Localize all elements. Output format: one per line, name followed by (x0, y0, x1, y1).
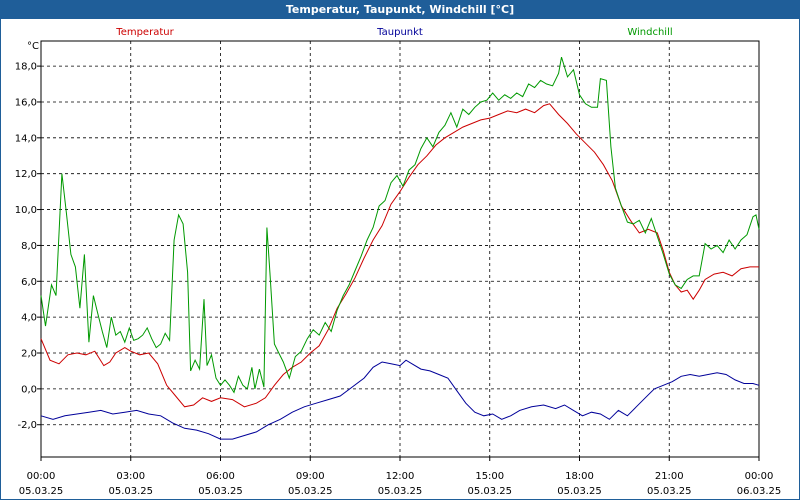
y-tick-label: 2,0 (21, 349, 37, 360)
series-line-windchill (40, 56, 760, 394)
x-tick-date-label: 05.03.25 (557, 486, 602, 497)
y-tick-label: 4,0 (21, 313, 37, 324)
x-axis: 00:00 05.03.25 03:00 05.03.25 06:00 05.03.25 0… (19, 457, 782, 497)
y-tick-label: 6,0 (21, 277, 37, 288)
y-tick-label: 12,0 (15, 169, 37, 180)
x-tick-date-label: 05.03.25 (108, 486, 153, 497)
series-line-taupunkt (40, 359, 760, 440)
y-tick-label: 16,0 (15, 97, 37, 108)
x-tick-date-label: 06.03.25 (737, 486, 782, 497)
legend: Temperatur Taupunkt Windchill (115, 27, 672, 38)
x-tick-time-label: 00:00 (27, 471, 56, 482)
legend-entry-windchill: Windchill (627, 27, 672, 38)
y-tick-label: 10,0 (15, 205, 37, 216)
y-axis: -2,0 0,0 2,0 4,0 6,0 8,0 10,0 12,0 14,0 16,0 18,0 (15, 62, 41, 431)
y-tick-label: 8,0 (21, 241, 37, 252)
y-axis-label: °C (27, 41, 39, 52)
x-tick-date-label: 05.03.25 (198, 486, 243, 497)
y-tick-label: 14,0 (15, 133, 37, 144)
x-tick-date-label: 05.03.25 (378, 486, 423, 497)
x-tick-date-label: 05.03.25 (288, 486, 333, 497)
x-tick-time-label: 03:00 (116, 471, 145, 482)
x-tick-date-label: 05.03.25 (19, 486, 64, 497)
y-tick-label: -2,0 (17, 420, 37, 431)
x-tick-date-label: 05.03.25 (647, 486, 692, 497)
grid (41, 41, 759, 457)
x-tick-time-label: 21:00 (655, 471, 684, 482)
series-lines (40, 56, 760, 440)
x-tick-time-label: 06:00 (206, 471, 235, 482)
x-tick-time-label: 09:00 (296, 471, 325, 482)
legend-entry-taupunkt: Taupunkt (376, 27, 423, 38)
chart-title: Temperatur, Taupunkt, Windchill [°C] (1, 1, 799, 19)
y-tick-label: 0,0 (21, 384, 37, 395)
x-tick-time-label: 18:00 (565, 471, 594, 482)
series-line-temperatur (40, 103, 759, 408)
x-tick-time-label: 15:00 (475, 471, 504, 482)
x-tick-time-label: 00:00 (745, 471, 774, 482)
y-tick-label: 18,0 (15, 62, 37, 73)
x-tick-date-label: 05.03.25 (467, 486, 512, 497)
legend-entry-temperatur: Temperatur (115, 27, 174, 38)
x-tick-time-label: 12:00 (386, 471, 415, 482)
